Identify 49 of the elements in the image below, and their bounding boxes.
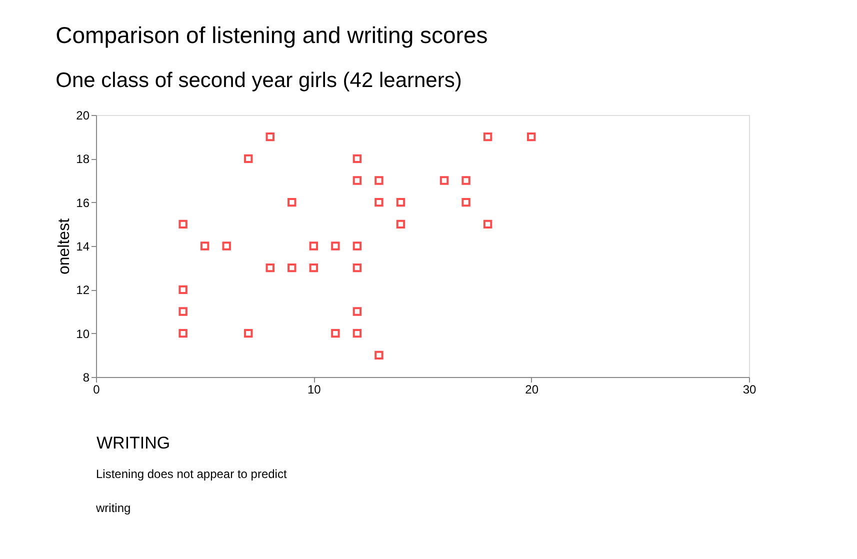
point	[266, 263, 274, 272]
x-tick-label: 0	[93, 382, 100, 396]
y-tick-label: 12	[76, 283, 90, 298]
x-axis-title: WRITING	[96, 434, 170, 452]
point	[440, 176, 449, 185]
text: Listening does not appear to predict writing	[96, 467, 287, 515]
point	[200, 242, 210, 250]
point	[178, 307, 188, 316]
y-tick-label: 18	[76, 152, 90, 166]
point	[309, 242, 318, 250]
point	[352, 263, 362, 272]
point	[374, 198, 384, 207]
point	[331, 242, 340, 250]
point	[222, 242, 231, 250]
point	[352, 176, 362, 185]
y-tick-label: 14	[76, 240, 90, 254]
point	[483, 220, 492, 229]
point	[178, 328, 188, 338]
point	[462, 176, 470, 185]
point	[244, 154, 253, 164]
point	[352, 328, 362, 338]
point	[266, 132, 274, 142]
x-tick-label: 10	[307, 382, 322, 396]
point	[244, 328, 253, 338]
point	[288, 263, 296, 272]
point	[178, 220, 188, 229]
point	[352, 307, 362, 316]
point	[396, 220, 406, 229]
y-tick-label: 16	[76, 196, 90, 210]
point	[396, 198, 406, 207]
chart-title: Comparison of listening and writing scores	[56, 22, 488, 48]
point	[352, 154, 362, 164]
point	[288, 198, 296, 207]
point	[178, 285, 188, 294]
point	[526, 132, 536, 142]
point	[309, 263, 318, 272]
point	[374, 176, 384, 185]
point	[462, 198, 470, 207]
point	[352, 242, 362, 250]
y-tick-label: 8	[82, 370, 90, 384]
chart-subtitle: One class of second year girls (42 learners)	[56, 69, 462, 92]
y-tick-label: 20	[76, 108, 90, 122]
y-tick-label: 10	[76, 326, 90, 341]
y-axis-title: oneltest	[56, 218, 74, 275]
point	[374, 350, 384, 360]
x-tick-label: 20	[525, 382, 539, 396]
point	[483, 132, 492, 142]
point	[331, 328, 340, 338]
x-tick-label: 30	[742, 382, 756, 396]
